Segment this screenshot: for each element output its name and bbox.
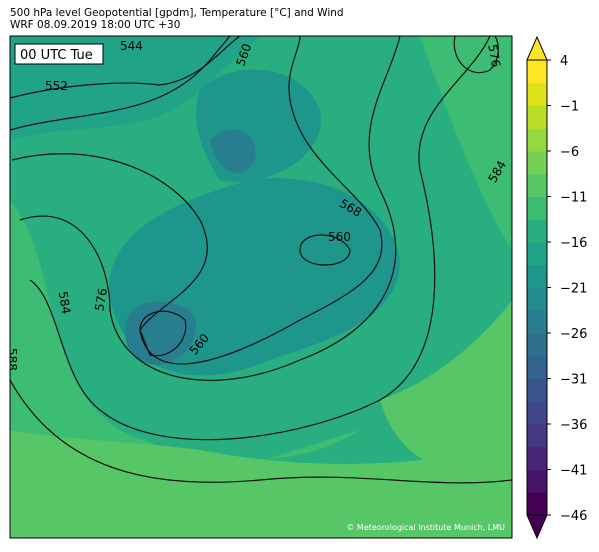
subtitle: WRF 08.09.2019 18:00 UTC +30: [10, 19, 180, 31]
colorbar-band: [527, 333, 547, 357]
contour-label: 544: [120, 39, 143, 53]
contour-label: 588: [5, 348, 19, 371]
colorbar-band: [527, 355, 547, 379]
colorbar-band: [527, 105, 547, 129]
colorbar-band: [527, 242, 547, 266]
colorbar-band: [527, 128, 547, 152]
colorbar-tick-label: −31: [560, 373, 587, 388]
contour-label: 560: [328, 230, 351, 244]
title: 500 hPa level Geopotential [gpdm], Tempe…: [10, 7, 344, 19]
contour-label: 584: [56, 290, 74, 315]
colorbar-band: [527, 82, 547, 106]
colorbar-tick-label: −41: [560, 464, 587, 479]
colorbar-max-extension: [526, 35, 548, 61]
colorbar-band: [527, 378, 547, 402]
colorbar-tick-label: −6: [560, 145, 579, 160]
colorbar-band: [527, 60, 547, 84]
colorbar-band: [527, 173, 547, 197]
colorbar-band: [527, 151, 547, 175]
colorbar-band: [527, 264, 547, 288]
colorbar-band: [527, 219, 547, 243]
colorbar-band: [527, 446, 547, 470]
contour-label: 552: [45, 79, 68, 93]
colorbar-tick-label: −1: [560, 100, 579, 115]
colorbar-tick-label: −21: [560, 282, 587, 297]
time-box: [14, 43, 104, 65]
colorbar-band: [527, 424, 547, 448]
colorbar-tick-label: −11: [560, 191, 587, 206]
map-frame: [9, 35, 513, 539]
colorbar: −46 −41 −36 −31 −26 −21 −16 −11 −6 −1 4: [526, 35, 587, 540]
colorbar-band: [527, 492, 547, 516]
contour-label: 576: [485, 43, 503, 68]
colorbar-tick-label: 4: [560, 54, 568, 69]
colorbar-tick-label: −16: [560, 236, 587, 251]
colorbar-band: [527, 196, 547, 220]
colorbar-band: [527, 287, 547, 311]
colorbar-tick-label: −46: [560, 509, 587, 524]
contour-label: 576: [92, 287, 110, 312]
colorbar-tick-label: −36: [560, 418, 587, 433]
colorbar-tick-label: −26: [560, 327, 587, 342]
colorbar-band: [527, 310, 547, 334]
time-label: 00 UTC Tue: [20, 48, 93, 63]
colorbar-min-extension: [526, 514, 548, 540]
colorbar-band: [527, 401, 547, 425]
copyright: © Meteorological Institute Munich, LMU: [346, 523, 505, 532]
colorbar-band: [527, 469, 547, 493]
map: 00 UTC Tue 544 552 560 560 560 568 576 5…: [5, 36, 512, 538]
